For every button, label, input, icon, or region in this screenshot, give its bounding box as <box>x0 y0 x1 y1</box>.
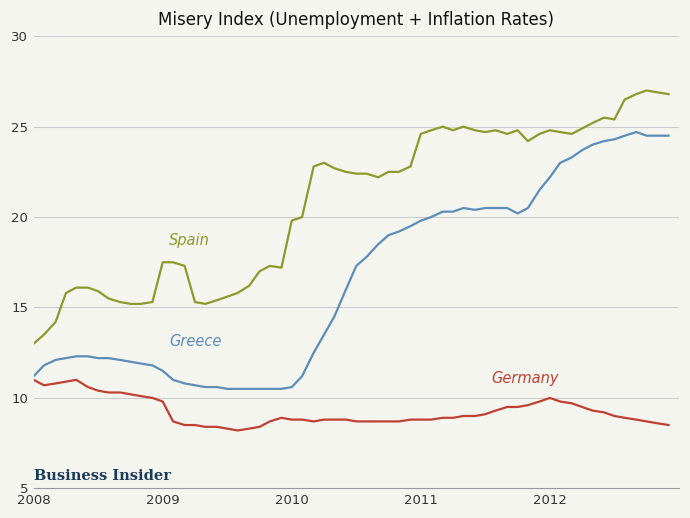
Text: Spain: Spain <box>169 233 210 248</box>
Text: Business Insider: Business Insider <box>34 469 170 483</box>
Text: Greece: Greece <box>169 334 221 349</box>
Title: Misery Index (Unemployment + Inflation Rates): Misery Index (Unemployment + Inflation R… <box>158 11 554 29</box>
Text: Germany: Germany <box>492 371 560 386</box>
